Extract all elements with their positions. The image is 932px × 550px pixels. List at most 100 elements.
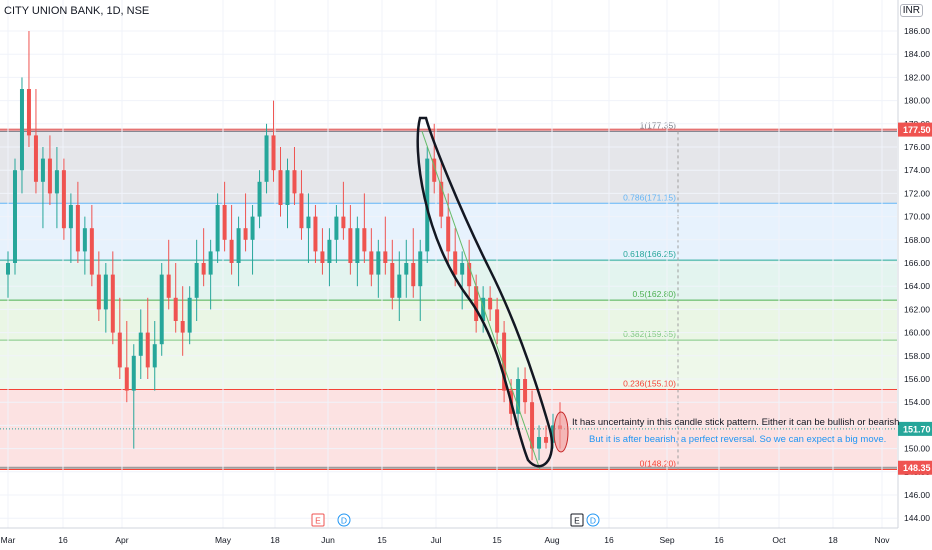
event-marker-label: D	[341, 516, 347, 526]
symbol-title: CITY UNION BANK, 1D, NSE	[4, 5, 150, 17]
candle-body	[397, 274, 402, 298]
price-tick: 162.00	[904, 304, 930, 314]
candle-body	[6, 263, 10, 275]
candle-body	[12, 170, 17, 263]
candle-body	[306, 216, 311, 229]
candle-body	[362, 228, 367, 252]
freehand-ellipse	[416, 116, 554, 468]
candle-body	[117, 332, 122, 368]
time-tick: 16	[58, 535, 68, 545]
candle-body	[467, 263, 472, 287]
candle-body	[285, 170, 290, 205]
candle-body	[439, 181, 444, 217]
price-tick: 156.00	[904, 374, 930, 384]
price-tick: 180.00	[904, 96, 930, 106]
fib-label: 0.618(166.25)	[623, 249, 676, 259]
candle-body	[390, 263, 395, 298]
price-tick: 182.00	[904, 72, 930, 82]
candle-body	[523, 379, 528, 403]
candle-body	[131, 355, 136, 391]
price-badge	[898, 460, 932, 475]
fib-zone	[0, 389, 897, 470]
candle-body	[446, 216, 451, 252]
candle-body	[33, 135, 38, 182]
candle-body	[369, 251, 374, 275]
candle-body	[166, 274, 171, 298]
fib-label: 0(148.20)	[640, 458, 677, 468]
candle-body	[488, 297, 493, 310]
time-tick: Jun	[321, 535, 335, 545]
candle-body	[320, 251, 325, 263]
price-axis-bg	[898, 0, 932, 550]
price-badge	[898, 122, 932, 137]
time-tick: Apr	[115, 535, 128, 545]
candle-body	[257, 181, 262, 217]
candle-body	[271, 135, 276, 171]
price-tick: 168.00	[904, 235, 930, 245]
candle-body	[26, 89, 31, 136]
candle-body	[61, 170, 66, 229]
candle-body	[19, 89, 24, 171]
candle-body	[278, 170, 283, 205]
candle-body	[313, 216, 318, 252]
time-tick: Mar	[1, 535, 16, 545]
price-tick: 144.00	[904, 513, 930, 523]
candle-body	[236, 228, 241, 263]
candle-body	[54, 170, 59, 194]
candle-body	[229, 239, 234, 263]
price-axis[interactable]: 144.00146.00148.00150.00152.00154.00156.…	[897, 0, 932, 550]
candle-body	[453, 251, 458, 275]
fib-label: 0.382(159.35)	[623, 329, 676, 339]
candle-body	[432, 158, 437, 182]
time-tick: 15	[377, 535, 387, 545]
time-tick: 15	[492, 535, 502, 545]
currency-badge[interactable]: INR	[899, 4, 923, 17]
candle-body	[481, 297, 486, 321]
price-tick: 174.00	[904, 165, 930, 175]
annotation-text-1: It has uncertainty in this candle stick …	[572, 417, 899, 428]
time-axis[interactable]: Mar 16 Apr May 18 Jun 15 Jul 15 Aug 16 Sep 16 Oct 18 No…	[0, 527, 898, 545]
price-badge-label: 148.35	[903, 463, 931, 473]
price-badge-label: 151.70	[903, 424, 931, 434]
candle-body	[551, 425, 556, 443]
time-tick: 18	[270, 535, 280, 545]
price-tick: 150.00	[904, 444, 930, 454]
candle-body	[215, 205, 220, 252]
candle-body	[460, 263, 465, 275]
event-marker-label: E	[574, 516, 580, 526]
candle-body	[138, 332, 143, 356]
time-tick: May	[215, 535, 232, 545]
fib-label: 1(177.35)	[640, 120, 677, 130]
price-tick: 164.00	[904, 281, 930, 291]
candle-body	[376, 251, 381, 275]
candle-body	[208, 251, 213, 275]
price-tick: 176.00	[904, 142, 930, 152]
price-tick: 170.00	[904, 212, 930, 222]
candle-body	[418, 251, 423, 287]
candle-body	[180, 321, 185, 333]
candle-body	[327, 239, 332, 263]
candle-body	[299, 193, 304, 229]
fib-label: 0.236(155.10)	[623, 378, 676, 388]
dividend-marker	[337, 513, 351, 527]
price-tick: 172.00	[904, 188, 930, 198]
price-tick: 158.00	[904, 351, 930, 361]
candle-body	[110, 274, 115, 333]
price-tick: 154.00	[904, 397, 930, 407]
candle-body	[103, 274, 108, 310]
candle-body	[124, 367, 129, 391]
candle-body	[537, 437, 542, 449]
fib-label: 0.786(171.15)	[623, 192, 676, 202]
candle-body	[495, 309, 500, 333]
candle-body	[530, 402, 535, 449]
candle-body	[187, 297, 192, 333]
candle-body	[502, 332, 507, 391]
time-tick: Sep	[659, 535, 674, 545]
candle-body	[383, 251, 388, 263]
event-marker-label: D	[590, 516, 596, 526]
fib-label: 0.5(162.80)	[633, 289, 677, 299]
time-tick: Nov	[874, 535, 890, 545]
candle-body	[152, 344, 157, 368]
